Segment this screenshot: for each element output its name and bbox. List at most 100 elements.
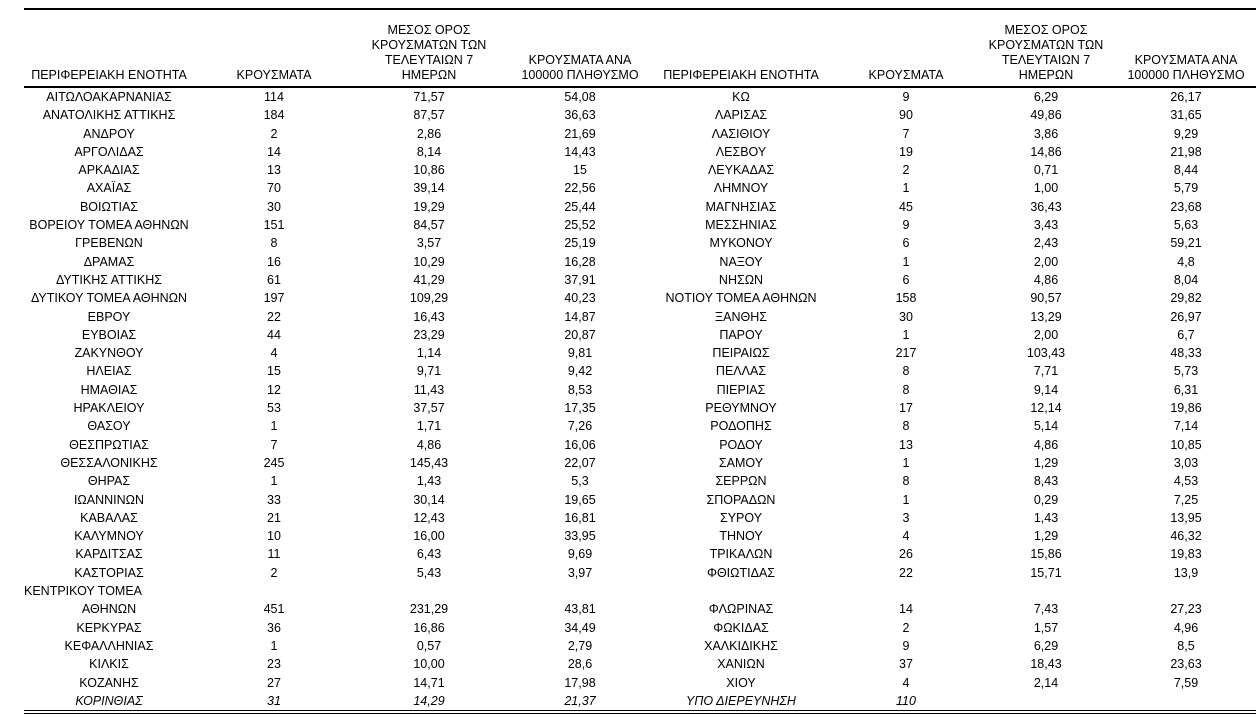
cases-cell: 45 [899, 199, 913, 214]
per100k-cell: 3,97 [567, 565, 593, 580]
per100k-cell: 5,79 [1173, 181, 1199, 196]
avg7-cell: 10,86 [413, 163, 445, 178]
cases-cell: 21 [267, 510, 281, 525]
region-name-cell: ΚΑΒΑΛΑΣ [80, 510, 138, 525]
region-name-cell: ΛΑΣΙΘΙΟΥ [711, 126, 771, 141]
per100k-cell: 13,9 [1173, 565, 1199, 580]
header-row: ΠΕΡΙΦΕΡΕΙΑΚΗ ΕΝΟΤΗΤΑ ΚΡΟΥΣΜΑΤΑ ΜΕΣΟΣ ΟΡΟΣ … [24, 9, 1256, 88]
avg7-cell: 1,29 [1033, 529, 1059, 544]
region-name-cell: ΚΙΛΚΙΣ [89, 657, 129, 672]
region-name-cell: ΔΥΤΙΚΟΥ ΤΟΜΕΑ ΑΘΗΝΩΝ [30, 291, 188, 306]
table-row: ΑΘΗΝΩΝ 451 231,29 43,81 ΦΛΩΡΙΝΑΣ 14 7,43 27,23 [24, 600, 1256, 618]
region-name-cell: ΧΑΛΚΙΔΙΚΗΣ [704, 638, 778, 653]
avg7-cell: 5,14 [1033, 419, 1059, 434]
cases-cell [194, 582, 354, 600]
cases-cell: 7 [270, 437, 278, 452]
avg7-cell: 1,57 [1033, 620, 1059, 635]
region-name-cell: ΔΡΑΜΑΣ [83, 254, 135, 269]
avg7-cell [986, 692, 1106, 712]
cases-cell: 197 [263, 291, 285, 306]
table-row: ΑΧΑΪΑΣ 70 39,14 22,56 ΛΗΜΝΟΥ 1 1,00 5,79 [24, 179, 1256, 197]
per100k-cell: 17,98 [564, 675, 596, 690]
cases-cell: 14 [899, 602, 913, 617]
region-name-cell: ΥΠΟ ΔΙΕΡΕΥΝΗΣΗ [686, 693, 796, 708]
avg7-cell: 10,00 [413, 657, 445, 672]
per100k-cell: 7,59 [1173, 675, 1199, 690]
per100k-cell: 15 [573, 163, 587, 178]
region-name-cell: ΝΑΞΟΥ [719, 254, 763, 269]
per100k-cell: 14,43 [564, 144, 596, 159]
cases-cell: 6 [902, 272, 910, 287]
per100k-cell: 20,87 [564, 327, 596, 342]
col-header-avg7-left: ΜΕΣΟΣ ΟΡΟΣ ΚΡΟΥΣΜΑΤΩΝ ΤΩΝ ΤΕΛΕΥΤΑΙΩΝ 7 Η… [354, 9, 504, 88]
cases-cell: 8 [270, 236, 278, 251]
per100k-cell: 34,49 [564, 620, 596, 635]
region-name-cell: ΣΥΡΟΥ [719, 510, 763, 525]
cases-cell: 1 [902, 492, 910, 507]
region-name-cell: ΧΙΟΥ [726, 675, 756, 690]
avg7-cell: 8,43 [1033, 474, 1059, 489]
table-row: ΓΡΕΒΕΝΩΝ 8 3,57 25,19 ΜΥΚΟΝΟΥ 6 2,43 59,21 [24, 234, 1256, 252]
table-row: ΗΜΑΘΙΑΣ 12 11,43 8,53 ΠΙΕΡΙΑΣ 8 9,14 6,31 [24, 381, 1256, 399]
table-row: ΚΑΛΥΜΝΟΥ 10 16,00 33,95 ΤΗΝΟΥ 4 1,29 46,32 [24, 527, 1256, 545]
region-name-cell: ΘΕΣΠΡΩΤΙΑΣ [69, 437, 149, 452]
table-row: ΗΛΕΙΑΣ 15 9,71 9,42 ΠΕΛΛΑΣ 8 7,71 5,73 [24, 362, 1256, 380]
region-name-cell: ΠΕΙΡΑΙΩΣ [712, 346, 770, 361]
avg7-cell: 109,29 [409, 291, 449, 306]
per100k-cell: 8,44 [1173, 163, 1199, 178]
cases-cell: 10 [267, 529, 281, 544]
cases-cell: 451 [263, 602, 285, 617]
per100k-cell: 8,5 [1177, 638, 1195, 653]
avg7-cell: 4,86 [416, 437, 442, 452]
per100k-cell: 54,08 [564, 90, 596, 104]
avg7-cell: 16,00 [413, 529, 445, 544]
avg7-cell: 0,71 [1033, 163, 1059, 178]
per100k-cell: 14,87 [564, 309, 596, 324]
per100k-cell: 9,69 [567, 547, 593, 562]
cases-cell: 4 [902, 529, 910, 544]
region-name-cell: ΦΛΩΡΙΝΑΣ [708, 602, 774, 617]
per100k-cell: 16,06 [564, 437, 596, 452]
cases-cell: 19 [899, 144, 913, 159]
region-name-cell: ΡΕΘΥΜΝΟΥ [705, 401, 777, 416]
cases-cell: 6 [902, 236, 910, 251]
cases-cell: 26 [899, 547, 913, 562]
per100k-cell: 9,29 [1173, 126, 1199, 141]
avg7-cell: 6,29 [1033, 90, 1059, 104]
region-name-cell [656, 582, 826, 600]
table-row: ΖΑΚΥΝΘΟΥ 4 1,14 9,81 ΠΕΙΡΑΙΩΣ 217 103,43 48,33 [24, 344, 1256, 362]
avg7-cell: 18,43 [1030, 657, 1062, 672]
per100k-cell: 19,83 [1170, 547, 1202, 562]
per100k-cell: 19,65 [564, 492, 596, 507]
cases-cell: 1 [902, 254, 910, 269]
per100k-cell: 5,63 [1173, 218, 1199, 233]
cases-cell: 4 [270, 346, 278, 361]
cases-cell: 22 [899, 565, 913, 580]
table-row: ΒΟΡΕΙΟΥ ΤΟΜΕΑ ΑΘΗΝΩΝ 151 84,57 25,52 ΜΕΣΣΗΝΙ… [24, 216, 1256, 234]
cases-cell: 12 [267, 382, 281, 397]
col-header-region-left: ΠΕΡΙΦΕΡΕΙΑΚΗ ΕΝΟΤΗΤΑ [24, 9, 194, 88]
per100k-cell: 26,17 [1170, 90, 1202, 104]
region-name-cell: ΛΑΡΙΣΑΣ [714, 108, 768, 123]
table-row: ΚΑΣΤΟΡΙΑΣ 2 5,43 3,97 ΦΘΙΩΤΙΔΑΣ 22 15,71 13,9 [24, 564, 1256, 582]
avg7-cell: 11,43 [413, 382, 445, 397]
col-header-per100k-right: ΚΡΟΥΣΜΑΤΑ ΑΝΑ 100000 ΠΛΗΘΥΣΜΟ [1106, 9, 1256, 88]
region-name-cell: ΘΗΡΑΣ [87, 474, 131, 489]
region-name-cell: ΚΕΝΤΡΙΚΟΥ ΤΟΜΕΑ [24, 584, 142, 599]
region-name-cell: ΑΝΔΡΟΥ [83, 126, 135, 141]
per100k-cell: 31,65 [1170, 108, 1202, 123]
table-row: ΑΡΚΑΔΙΑΣ 13 10,86 15 ΛΕΥΚΑΔΑΣ 2 0,71 8,44 [24, 161, 1256, 179]
per100k-cell: 2,79 [567, 638, 593, 653]
region-name-cell: ΚΑΣΤΟΡΙΑΣ [74, 565, 144, 580]
table-row: ΗΡΑΚΛΕΙΟΥ 53 37,57 17,35 ΡΕΘΥΜΝΟΥ 17 12,14 19,8… [24, 399, 1256, 417]
cases-cell: 27 [267, 675, 281, 690]
avg7-cell: 15,71 [1030, 565, 1062, 580]
cases-cell: 8 [902, 382, 910, 397]
region-name-cell: ΕΒΡΟΥ [87, 309, 131, 324]
per100k-cell: 13,95 [1170, 510, 1202, 525]
avg7-cell: 2,00 [1033, 254, 1059, 269]
cases-cell: 3 [902, 510, 910, 525]
per100k-cell: 21,98 [1170, 144, 1202, 159]
region-name-cell: ΑΧΑΪΑΣ [86, 181, 132, 196]
region-name-cell: ΦΘΙΩΤΙΔΑΣ [706, 565, 776, 580]
